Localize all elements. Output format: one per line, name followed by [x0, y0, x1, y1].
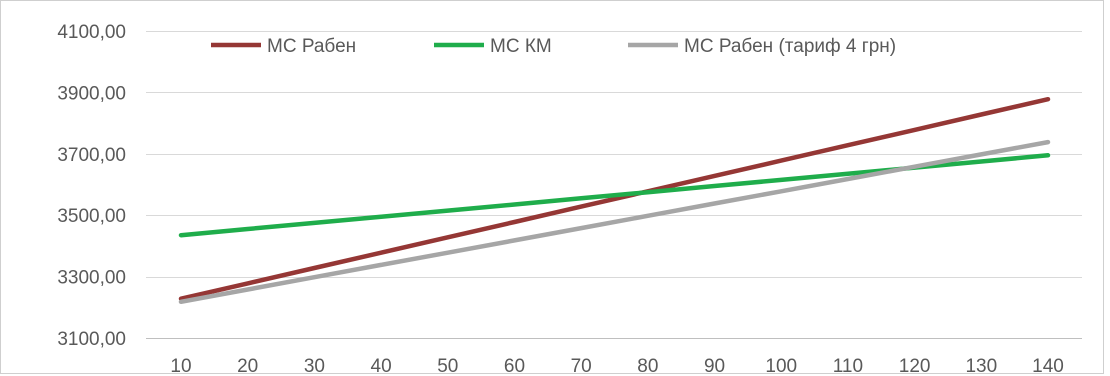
legend-label: МС КМ [490, 36, 552, 57]
x-tick-label: 10 [170, 356, 191, 376]
gridlines [146, 31, 1082, 339]
x-tick-label: 60 [504, 356, 525, 376]
legend-label: МС Рабен (тариф 4 грн) [684, 36, 896, 57]
y-tick-label: 3700,00 [57, 145, 126, 166]
y-axis-tick-labels: 3100,00 3300,00 3500,00 3700,00 3900,00 4100,… [57, 22, 126, 350]
x-tick-label: 90 [704, 356, 725, 376]
series-line-1 [178, 96, 1051, 301]
x-tick-label: 110 [833, 356, 863, 376]
x-tick-label: 140 [1032, 356, 1064, 376]
x-axis-tick-labels: 10 20 30 40 50 60 70 80 90 100 110 120 130 140 [170, 356, 1063, 376]
x-tick-label: 100 [765, 356, 797, 376]
y-tick-label: 3300,00 [57, 268, 126, 289]
x-tick-label: 120 [899, 356, 931, 376]
series-line-3 [178, 139, 1051, 305]
x-tick-label: 40 [371, 356, 392, 376]
legend-label: МС Рабен [267, 36, 356, 57]
x-tick-label: 130 [965, 356, 997, 376]
x-tick-label: 50 [437, 356, 458, 376]
y-tick-label: 3900,00 [57, 83, 126, 104]
legend: МС Рабен МС КМ МС Рабен (тариф 4 грн) [211, 36, 896, 57]
series-lines [178, 96, 1051, 305]
y-tick-label: 3100,00 [57, 329, 126, 350]
y-tick-label: 4100,00 [57, 22, 126, 43]
x-tick-label: 80 [637, 356, 658, 376]
x-tick-label: 70 [571, 356, 592, 376]
y-tick-label: 3500,00 [57, 206, 126, 227]
x-tick-label: 30 [304, 356, 325, 376]
x-tick-label: 20 [237, 356, 258, 376]
